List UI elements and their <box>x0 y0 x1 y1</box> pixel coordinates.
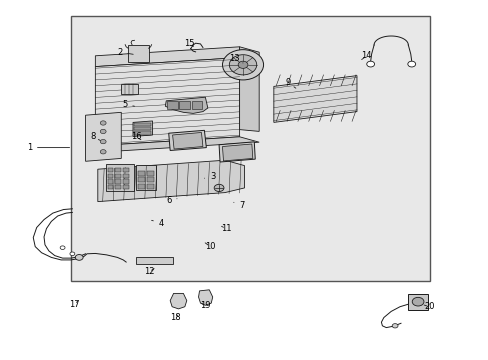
Polygon shape <box>95 47 239 67</box>
Bar <box>138 184 144 189</box>
Bar <box>146 184 153 189</box>
Bar <box>136 165 156 190</box>
Bar <box>128 45 148 62</box>
Bar <box>115 168 121 172</box>
Bar <box>138 171 144 176</box>
Text: 2: 2 <box>117 48 133 57</box>
Text: 19: 19 <box>200 302 210 310</box>
Circle shape <box>222 50 263 80</box>
Text: 7: 7 <box>233 201 244 210</box>
Bar <box>123 168 129 172</box>
Bar <box>134 131 150 135</box>
Text: 11: 11 <box>220 224 231 233</box>
Polygon shape <box>222 144 252 161</box>
Circle shape <box>100 139 106 144</box>
Bar <box>107 179 113 184</box>
Circle shape <box>75 255 83 260</box>
Polygon shape <box>239 47 259 131</box>
Circle shape <box>100 129 106 134</box>
Polygon shape <box>98 160 244 202</box>
Bar <box>115 174 121 178</box>
Circle shape <box>100 121 106 125</box>
Text: 9: 9 <box>285 78 295 88</box>
Bar <box>105 164 134 191</box>
Circle shape <box>407 61 415 67</box>
Bar <box>191 101 202 109</box>
Text: 16: 16 <box>130 132 141 141</box>
Polygon shape <box>85 112 121 161</box>
Bar <box>407 294 427 310</box>
Text: 4: 4 <box>151 219 163 228</box>
Polygon shape <box>273 76 356 122</box>
Bar <box>179 101 190 109</box>
Bar <box>123 179 129 184</box>
Bar <box>71 16 429 281</box>
Polygon shape <box>172 132 203 149</box>
Circle shape <box>411 297 423 306</box>
Bar <box>115 179 121 184</box>
Circle shape <box>70 252 75 256</box>
Bar <box>136 257 172 264</box>
Bar <box>146 177 153 182</box>
Circle shape <box>391 324 397 328</box>
Text: 20: 20 <box>423 302 434 311</box>
Bar <box>134 123 150 126</box>
Text: 3: 3 <box>204 172 215 181</box>
Text: 13: 13 <box>229 54 243 63</box>
Circle shape <box>229 55 256 75</box>
Polygon shape <box>219 142 255 162</box>
Bar <box>115 185 121 189</box>
Circle shape <box>60 246 65 249</box>
Bar <box>123 185 129 189</box>
Circle shape <box>100 150 106 154</box>
Bar <box>107 174 113 178</box>
Circle shape <box>238 61 247 68</box>
Text: 6: 6 <box>166 197 177 205</box>
Text: 8: 8 <box>90 132 100 141</box>
Circle shape <box>214 184 224 192</box>
Text: 14: 14 <box>361 51 371 60</box>
Text: 17: 17 <box>69 300 80 309</box>
Text: 15: 15 <box>184 40 195 49</box>
Text: 10: 10 <box>204 242 215 251</box>
Polygon shape <box>95 58 239 146</box>
Bar <box>146 171 153 176</box>
Polygon shape <box>234 65 251 68</box>
Bar <box>134 127 150 130</box>
Text: 12: 12 <box>143 267 154 276</box>
Bar <box>107 168 113 172</box>
Polygon shape <box>165 97 207 113</box>
Polygon shape <box>170 293 186 309</box>
Polygon shape <box>95 137 259 151</box>
Text: 18: 18 <box>169 313 180 322</box>
Circle shape <box>366 61 374 67</box>
Polygon shape <box>133 121 152 136</box>
Text: 1: 1 <box>27 143 69 152</box>
Bar <box>138 177 144 182</box>
Bar <box>167 101 178 109</box>
Text: 5: 5 <box>122 100 134 109</box>
Bar <box>121 84 138 94</box>
Polygon shape <box>198 290 212 305</box>
Polygon shape <box>168 130 206 150</box>
Bar <box>123 174 129 178</box>
Bar <box>107 185 113 189</box>
